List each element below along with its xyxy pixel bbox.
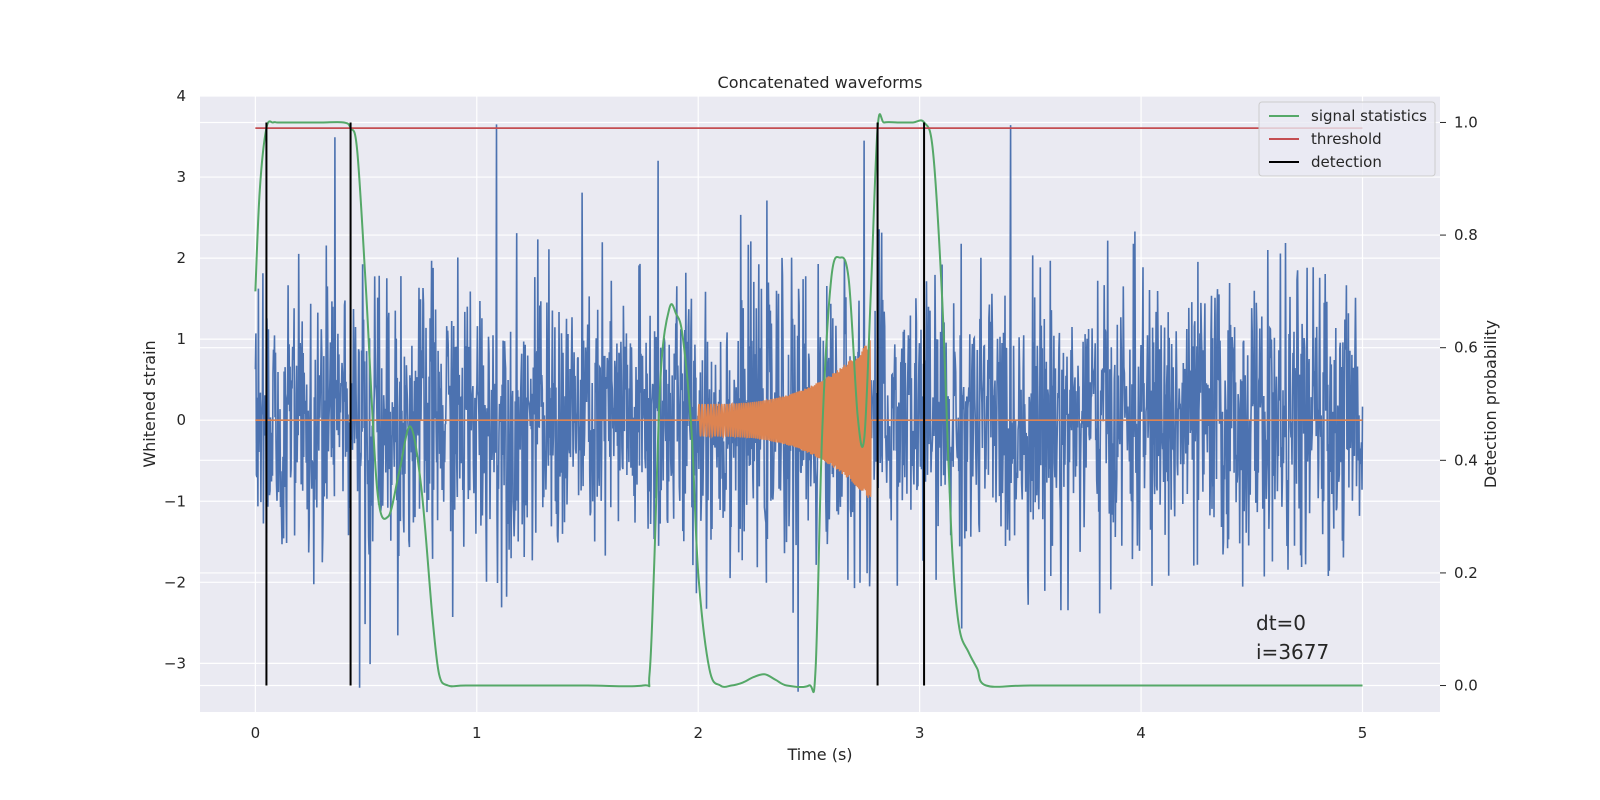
y-tick-label: 0 <box>176 411 186 429</box>
signal-statistics-series <box>254 113 1363 694</box>
annotation-dt: dt=0 <box>1256 611 1306 635</box>
legend-threshold-label: threshold <box>1311 130 1382 148</box>
chart-title: Concatenated waveforms <box>718 73 923 92</box>
x-tick-label: 2 <box>693 724 703 742</box>
y-tick-label: −1 <box>164 492 186 510</box>
x-tick-label: 5 <box>1358 724 1368 742</box>
y-tick-label: 4 <box>176 87 186 105</box>
y2-tick-label: 0.2 <box>1454 564 1478 582</box>
y2-tick-label: 0.0 <box>1454 677 1478 695</box>
x-tick-label: 1 <box>472 724 482 742</box>
plot-area <box>254 113 1364 694</box>
tick-labels: 0 1 2 3 4 5 4 3 2 1 0 −1 −2 −3 1.0 0.8 0.6 0.4 0.2 0.0 <box>164 87 1478 742</box>
y2-tick-label: 0.6 <box>1454 339 1478 357</box>
legend-signal-statistics-label: signal statistics <box>1311 107 1427 125</box>
y-axis-label: Whitened strain <box>140 340 159 467</box>
y2-tick-label: 1.0 <box>1454 113 1478 131</box>
y-tick-label: −2 <box>164 573 186 591</box>
legend: signal statistics threshold detection <box>1258 101 1436 177</box>
legend-detection-label: detection <box>1311 153 1382 171</box>
y-tick-label: 1 <box>176 330 186 348</box>
y2-tick-label: 0.8 <box>1454 226 1478 244</box>
x-tick-label: 3 <box>915 724 925 742</box>
x-tick-label: 0 <box>251 724 261 742</box>
x-tick-label: 4 <box>1136 724 1146 742</box>
y-tick-label: 3 <box>176 168 186 186</box>
template-chirp-series <box>255 340 1363 498</box>
y2-tick-label: 0.4 <box>1454 451 1478 469</box>
x-axis-label: Time (s) <box>786 745 852 764</box>
strain-noise-series <box>254 124 1364 692</box>
y2-axis-label: Detection probability <box>1481 320 1500 488</box>
annotation-i: i=3677 <box>1256 640 1329 664</box>
y-tick-label: −3 <box>164 654 186 672</box>
y-tick-label: 2 <box>176 249 186 267</box>
legend-box <box>1258 101 1436 177</box>
